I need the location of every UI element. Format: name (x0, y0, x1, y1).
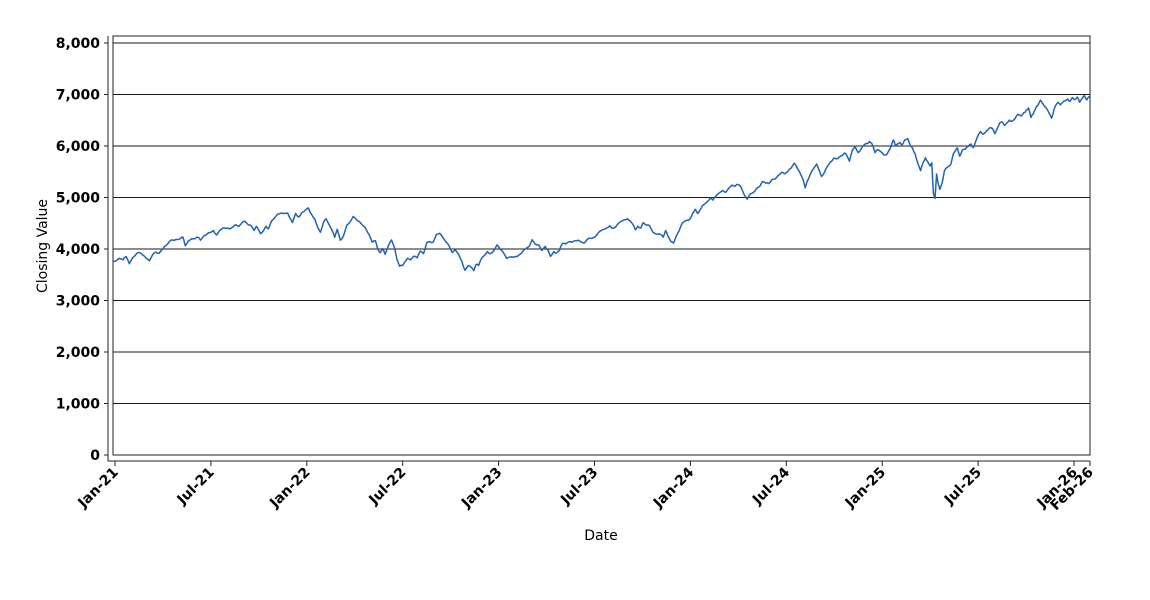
y-tick-label: 2,000 (56, 345, 101, 361)
y-tick-label: 5,000 (56, 191, 101, 207)
x-axis-title: Date (584, 528, 617, 544)
y-tick-label: 4,000 (56, 242, 101, 258)
x-tick-label: Jul-25 (941, 465, 985, 509)
plot-area-frame (112, 35, 1091, 456)
y-tick-label: 1,000 (56, 397, 101, 413)
x-tick-labels: Jan-21 Jul-21 Jan-22 Jul-22 Jan-23 Jul-23 Jan-… (75, 464, 1097, 514)
y-tick-label: 0 (90, 448, 100, 464)
x-tick-label: Jan-25 (842, 465, 889, 512)
x-tick-label: Jan-23 (458, 465, 505, 512)
x-tick-label: Jul-23 (557, 465, 601, 509)
closing-value-series-line (113, 94, 1090, 272)
series-layer (113, 94, 1090, 272)
x-tick-label: Jan-22 (266, 465, 313, 512)
y-axis-title: Closing Value (35, 199, 51, 293)
y-tick-label: 7,000 (56, 88, 101, 104)
x-tick-label: Jul-22 (365, 465, 409, 509)
x-tick-label: Jan-24 (650, 464, 697, 511)
x-tick-label: Jan-21 (75, 465, 122, 512)
y-tick-labels: 0 1,000 2,000 3,000 4,000 5,000 6,000 7,000 8,00… (56, 36, 101, 464)
y-tick-label: 3,000 (56, 294, 101, 310)
axes-layer (104, 36, 1091, 466)
y-tick-label: 6,000 (56, 139, 101, 155)
y-tick-label: 8,000 (56, 36, 101, 52)
gridlines-layer (113, 42, 1090, 456)
x-tick-label: Jul-24 (749, 464, 793, 508)
x-tick-label: Jul-21 (174, 465, 218, 509)
